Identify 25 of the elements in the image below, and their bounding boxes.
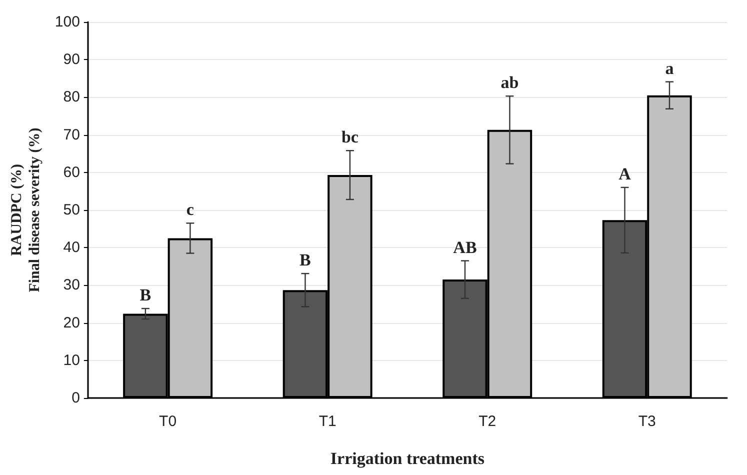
y-tick-label: 80 <box>63 88 80 106</box>
y-tick-label: 40 <box>63 239 80 256</box>
y-tick-label: 90 <box>63 51 80 68</box>
y-tick-label: 20 <box>63 314 80 332</box>
x-tick-label: T2 <box>478 413 496 430</box>
data-label: B <box>140 286 152 305</box>
data-label: c <box>186 200 194 220</box>
data-label: a <box>665 58 674 78</box>
y-tick-label: 10 <box>63 352 80 369</box>
x-axis-title: Irrigation treatments <box>330 449 485 468</box>
y-tick-label: 30 <box>63 276 80 294</box>
y-axis-title: RAUDPC (%) Final disease severity (%) <box>9 128 43 292</box>
y-tick-label: 60 <box>63 164 80 181</box>
x-tick-label: T0 <box>159 413 177 430</box>
y-tick-label: 70 <box>63 126 80 144</box>
y-tick-label: 50 <box>63 202 80 218</box>
x-tick-label: T3 <box>638 413 656 430</box>
data-label: AB <box>453 238 477 257</box>
data-label: B <box>300 250 311 270</box>
x-tick-label: T1 <box>318 413 336 430</box>
data-label: bc <box>341 128 359 147</box>
y-tick-label: 0 <box>72 390 80 406</box>
y-tick-label: 100 <box>54 14 80 30</box>
data-label: ab <box>500 73 519 92</box>
data-label: A <box>618 164 632 184</box>
